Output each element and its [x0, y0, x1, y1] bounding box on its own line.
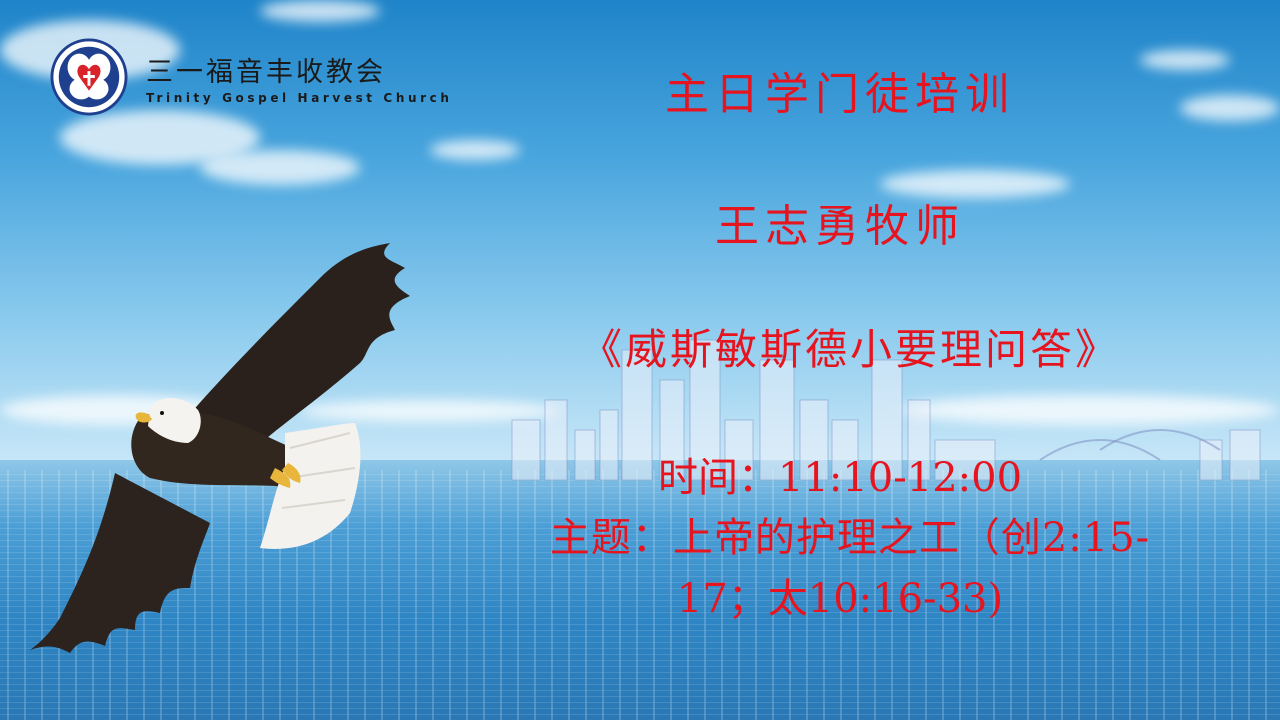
- pastor-name: 王志勇牧师: [715, 201, 965, 252]
- book-title: 《威斯敏斯德小要理问答》: [579, 325, 1120, 374]
- cloud: [1180, 95, 1280, 121]
- cloud: [430, 140, 520, 160]
- cloud: [300, 400, 560, 422]
- topic-line-2: 17；太10:16-33): [676, 576, 1004, 622]
- city-skyline: [511, 339, 1261, 481]
- church-logo-icon: [50, 38, 128, 116]
- church-name-chinese: 三一福音丰收教会: [146, 57, 386, 88]
- eagle-illustration: [30, 243, 410, 653]
- cloud: [200, 150, 360, 185]
- topic-line-1: 主题：上帝的护理之工（创2:15-: [549, 515, 1151, 561]
- cloud: [1140, 50, 1230, 70]
- sea-background: [0, 460, 1280, 720]
- cloud: [900, 395, 1280, 425]
- cloud: [880, 170, 1070, 198]
- slide-title: 主日学门徒培训: [665, 69, 1015, 120]
- cloud: [260, 0, 380, 22]
- time-line: 时间：11:10-12:00: [657, 455, 1023, 501]
- church-name-english: Trinity Gospel Harvest Church: [146, 91, 453, 105]
- sea-sparkle: [0, 470, 1280, 720]
